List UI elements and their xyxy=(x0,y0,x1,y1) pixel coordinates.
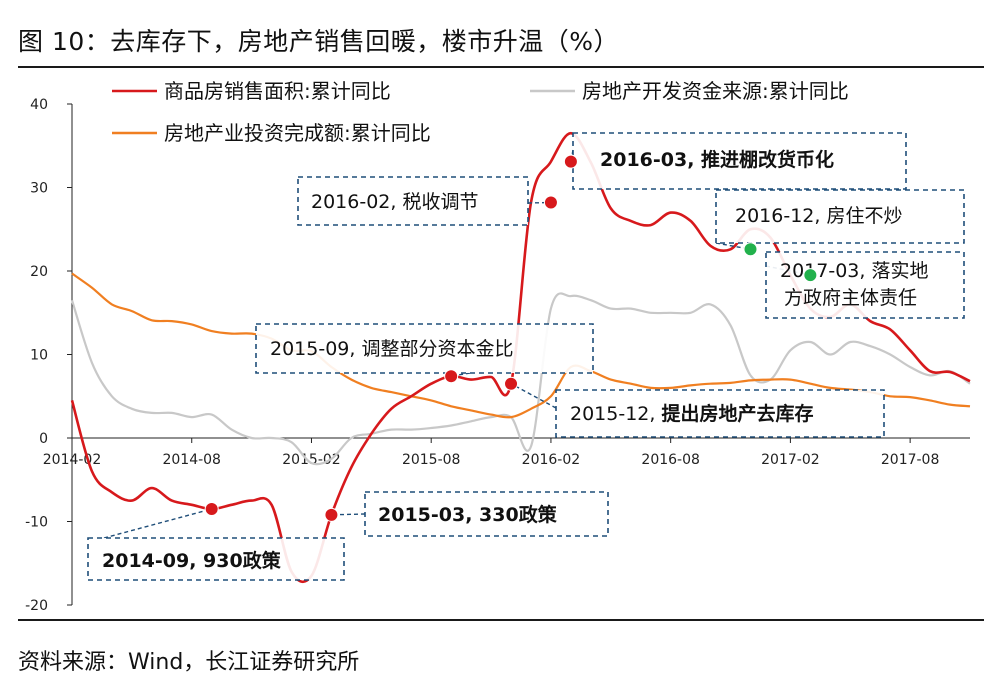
x-tick-label: 2016-08 xyxy=(641,452,700,468)
red-event-marker xyxy=(563,154,578,169)
x-tick-label: 2014-02 xyxy=(43,452,102,468)
figure-title: 图 10：去库存下，房地产销售回暖，楼市升温（%） xyxy=(18,27,620,56)
y-tick-label: 0 xyxy=(39,431,48,447)
y-tick-label: 10 xyxy=(30,348,48,364)
legend-label: 商品房销售面积:累计同比 xyxy=(164,79,391,103)
y-tick-label: 20 xyxy=(30,264,48,280)
green-event-marker xyxy=(803,268,818,283)
annotation-box xyxy=(297,176,529,226)
annotation-box xyxy=(87,537,345,581)
top-rule xyxy=(18,66,984,68)
annotation-box xyxy=(765,251,965,319)
annotation-box xyxy=(572,132,907,190)
annotation-text-line2: 方政府主体责任 xyxy=(784,287,917,309)
y-tick-label: -10 xyxy=(25,515,48,531)
legend-label: 房地产开发资金来源:累计同比 xyxy=(582,79,849,103)
y-tick-label: 30 xyxy=(30,181,48,197)
annotation-bold-part: 提出房地产去库存 xyxy=(661,402,813,425)
funding-source-yoy-line xyxy=(70,292,971,466)
annotation-text: 2016-02, 税收调节 xyxy=(311,191,478,213)
y-tick-label: 40 xyxy=(30,97,48,113)
annotation-box xyxy=(555,389,885,438)
annotation-text: 2015-12, 提出房地产去库存 xyxy=(570,402,813,425)
green-event-marker xyxy=(743,242,758,257)
x-tick-label: 2016-02 xyxy=(522,452,581,468)
x-tick-label: 2015-02 xyxy=(282,452,341,468)
investment-yoy-line xyxy=(71,272,971,419)
y-tick-label: -20 xyxy=(25,598,48,614)
annotation-leader xyxy=(103,508,212,539)
annotation-box xyxy=(715,189,965,244)
annotation-text: 2014-09, 930政策 xyxy=(102,549,282,572)
red-event-marker xyxy=(204,501,219,516)
annotation-text: 2015-09, 调整部分资本金比 xyxy=(270,338,513,360)
annotation-box xyxy=(255,323,594,374)
annotation-text: 2016-12, 房住不炒 xyxy=(735,205,902,227)
annotation-leader xyxy=(331,513,366,516)
annotation-text: 2016-03, 推进棚改货币化 xyxy=(600,148,834,171)
source-note: 资料来源：Wind，长江证券研究所 xyxy=(18,650,360,675)
red-event-marker xyxy=(324,507,339,522)
annotation-box xyxy=(364,491,609,537)
annotation-leader xyxy=(510,383,557,409)
red-event-marker xyxy=(543,195,558,210)
annotation-text: 2015-03, 330政策 xyxy=(378,503,558,526)
red-event-marker xyxy=(504,376,519,391)
x-tick-label: 2015-08 xyxy=(402,452,461,468)
x-tick-label: 2014-08 xyxy=(162,452,221,468)
red-event-marker xyxy=(444,369,459,384)
x-tick-label: 2017-02 xyxy=(761,452,820,468)
bottom-rule xyxy=(18,619,984,621)
x-tick-label: 2017-08 xyxy=(881,452,940,468)
annotation-text: 2017-03, 落实地 xyxy=(780,260,928,282)
legend-label: 房地产业投资完成额:累计同比 xyxy=(164,121,431,145)
